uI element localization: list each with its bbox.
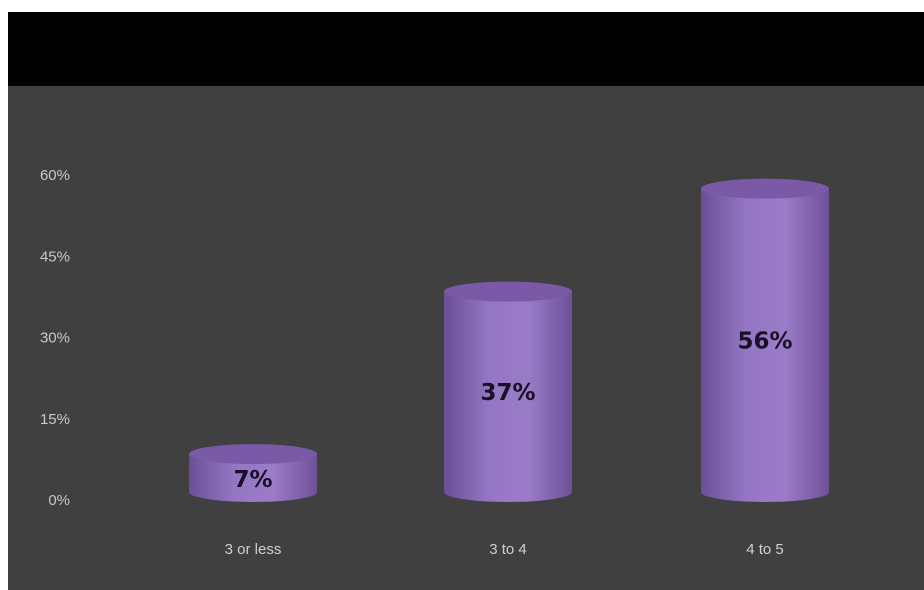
bar-top-cap	[444, 281, 572, 302]
bar-top-cap	[701, 178, 829, 199]
bar-data-label: 7%	[233, 467, 272, 493]
bar: 56%	[701, 178, 829, 502]
bar: 7%	[189, 444, 317, 502]
y-tick-label: 45%	[40, 248, 70, 265]
bar-data-label: 37%	[480, 380, 535, 406]
x-category-label: 3 or less	[225, 541, 282, 558]
chart-frame: 0% 15% 30% 45% 60% 7% 37% 56% 3 or less 3 to 4 4…	[8, 12, 924, 590]
y-tick-label: 0%	[48, 492, 70, 509]
bar: 37%	[444, 281, 572, 502]
y-tick-label: 60%	[40, 167, 70, 184]
y-tick-label: 30%	[40, 330, 70, 347]
bar-body	[444, 291, 572, 502]
bar-chart: 0% 15% 30% 45% 60% 7% 37% 56% 3 or less 3 to 4 4…	[40, 167, 829, 558]
bar-body	[701, 188, 829, 502]
chart-header-bar	[8, 12, 924, 86]
bar-body	[189, 454, 317, 502]
bar-data-label: 56%	[737, 328, 792, 354]
x-category-label: 3 to 4	[489, 541, 527, 558]
y-tick-label: 15%	[40, 411, 70, 428]
bar-top-cap	[189, 444, 317, 465]
x-category-label: 4 to 5	[746, 541, 784, 558]
